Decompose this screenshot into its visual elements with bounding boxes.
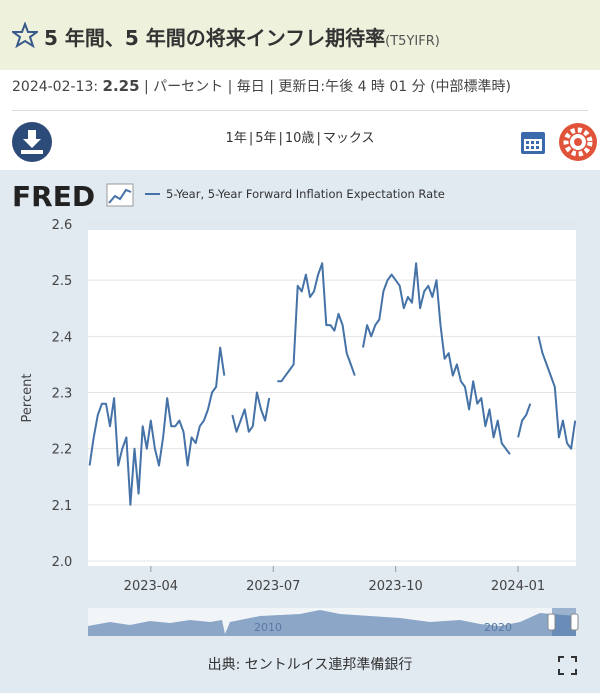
meta-row: 2024-02-13: 2.25 | パーセント | 毎日 | 更新日:午後 4… — [12, 76, 511, 96]
download-button[interactable] — [12, 122, 52, 162]
y-axis-label: Percent — [20, 374, 35, 423]
chart: FRED 2010 2020 2.0 2.1 2.2 2.3 2.4 2.5 2.6 2023… — [0, 170, 600, 693]
range-link[interactable]: 10歳 — [284, 131, 315, 146]
latest-value: 2.25 — [102, 77, 140, 95]
x-tick-label: 2023-04 — [124, 579, 178, 594]
range-link[interactable]: 5年 — [255, 131, 277, 146]
x-tick-label: 2023-07 — [246, 579, 300, 594]
source: 出典: セントルイス連邦準備銀行 — [207, 657, 413, 673]
logo-graph — [106, 183, 134, 207]
separator — [12, 110, 588, 111]
y-tick-label: 2.3 — [52, 387, 73, 402]
fred-logo: FRED — [12, 180, 95, 213]
obs-date: 2024-02-13: — [12, 79, 99, 95]
title-text: 5 年間、5 年間の将来インフレ期待率 — [44, 26, 386, 50]
range-separator: | — [248, 131, 254, 146]
page-title: 5 年間、5 年間の将来インフレ期待率(T5YIFR) — [44, 22, 440, 51]
range-separator: | — [278, 131, 283, 146]
toolbar-icons — [12, 122, 597, 162]
navigator-label: 2010 — [254, 621, 282, 634]
y-tick-label: 2.0 — [52, 555, 73, 570]
title-bar: 5 年間、5 年間の将来インフレ期待率(T5YIFR) — [0, 0, 600, 70]
plot-area — [88, 230, 576, 566]
y-tick-label: 2.4 — [52, 330, 73, 345]
navigator: 2010 2020 — [88, 608, 579, 636]
data-line — [88, 262, 577, 506]
settings-button[interactable] — [559, 123, 597, 161]
range-separator: | — [316, 131, 321, 146]
meta-text: | パーセント | 毎日 | 更新日:午後 4 時 01 分 (中部標準時) — [144, 79, 512, 95]
range-links: 1年 | 5年 | 10歳 | マックス — [0, 127, 600, 146]
y-tick-label: 2.5 — [52, 274, 73, 289]
navigator-label: 2020 — [484, 621, 512, 634]
range-link[interactable]: 1年 — [225, 131, 247, 146]
series-id: (T5YIFR) — [385, 34, 440, 49]
x-tick-label: 2024-01 — [491, 579, 545, 594]
y-tick-label: 2.2 — [52, 443, 73, 458]
calendar-button[interactable] — [521, 132, 545, 154]
legend-label: 5-Year, 5-Year Forward Inflation Expecta… — [166, 187, 445, 201]
star-icon[interactable] — [12, 22, 38, 48]
expand-button[interactable] — [558, 656, 577, 675]
y-tick-label: 2.6 — [52, 218, 73, 233]
y-tick-label: 2.1 — [52, 499, 73, 514]
x-tick-label: 2023-10 — [368, 579, 422, 594]
range-link[interactable]: マックス — [322, 131, 375, 146]
